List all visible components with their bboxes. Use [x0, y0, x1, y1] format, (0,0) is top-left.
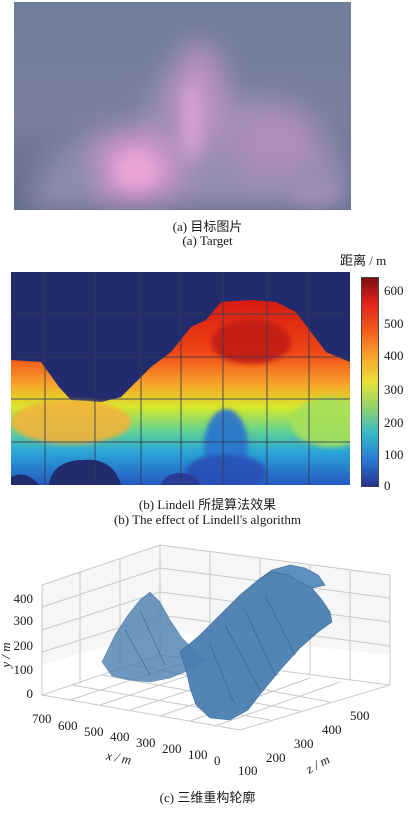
caption-a-cn: (a) 目标图片	[172, 219, 243, 234]
y-tick-0: 0	[27, 686, 34, 701]
colorbar-tick-600: 600	[384, 283, 404, 298]
x-tick-700: 700	[32, 711, 52, 726]
y-tick-200: 200	[14, 638, 34, 653]
reconstruction-3d: 400 300 200 100 0 y / m 700 600 500 400 …	[0, 540, 415, 785]
colorbar-tick-300: 300	[384, 382, 404, 397]
x-tick-0: 0	[214, 753, 221, 768]
z-tick-300: 300	[294, 736, 314, 751]
x-tick-100: 100	[188, 747, 208, 762]
z-tick-500: 500	[350, 708, 370, 723]
colorbar-tick-400: 400	[384, 348, 404, 363]
x-axis-label: x / m	[104, 747, 133, 767]
x-tick-400: 400	[110, 729, 130, 744]
depth-map-canvas	[11, 272, 371, 490]
z-axis-label: z / m	[303, 752, 333, 777]
x-tick-500: 500	[84, 724, 104, 739]
colorbar-tick-0: 0	[384, 478, 391, 493]
x-tick-200: 200	[162, 741, 182, 756]
target-image-canvas	[14, 2, 351, 210]
colorbar	[361, 277, 379, 487]
reconstruction-3d-canvas: 400 300 200 100 0 y / m 700 600 500 400 …	[0, 544, 391, 778]
z-tick-400: 400	[322, 722, 342, 737]
caption-c-cn: (c) 三维重构轮廓	[159, 790, 256, 805]
colorbar-tick-200: 200	[384, 415, 404, 430]
colorbar-tick-500: 500	[384, 316, 404, 331]
target-image	[14, 2, 351, 210]
y-tick-300: 300	[14, 613, 34, 628]
colorbar-title: 距离 / m	[340, 253, 387, 268]
x-tick-600: 600	[58, 718, 78, 733]
z-tick-200: 200	[266, 750, 286, 765]
y-tick-400: 400	[14, 591, 34, 606]
caption-b-en: (b) The effect of Lindell's algorithm	[113, 512, 302, 527]
y-axis-label: y / m	[0, 642, 13, 669]
caption-a-en: (a) Target	[182, 233, 233, 248]
z-tick-100: 100	[238, 763, 258, 778]
y-tick-100: 100	[14, 662, 34, 677]
x-tick-300: 300	[136, 735, 156, 750]
caption-b-cn: (b) Lindell 所提算法效果	[138, 497, 277, 512]
colorbar-tick-100: 100	[384, 447, 404, 462]
depth-map	[11, 272, 371, 490]
